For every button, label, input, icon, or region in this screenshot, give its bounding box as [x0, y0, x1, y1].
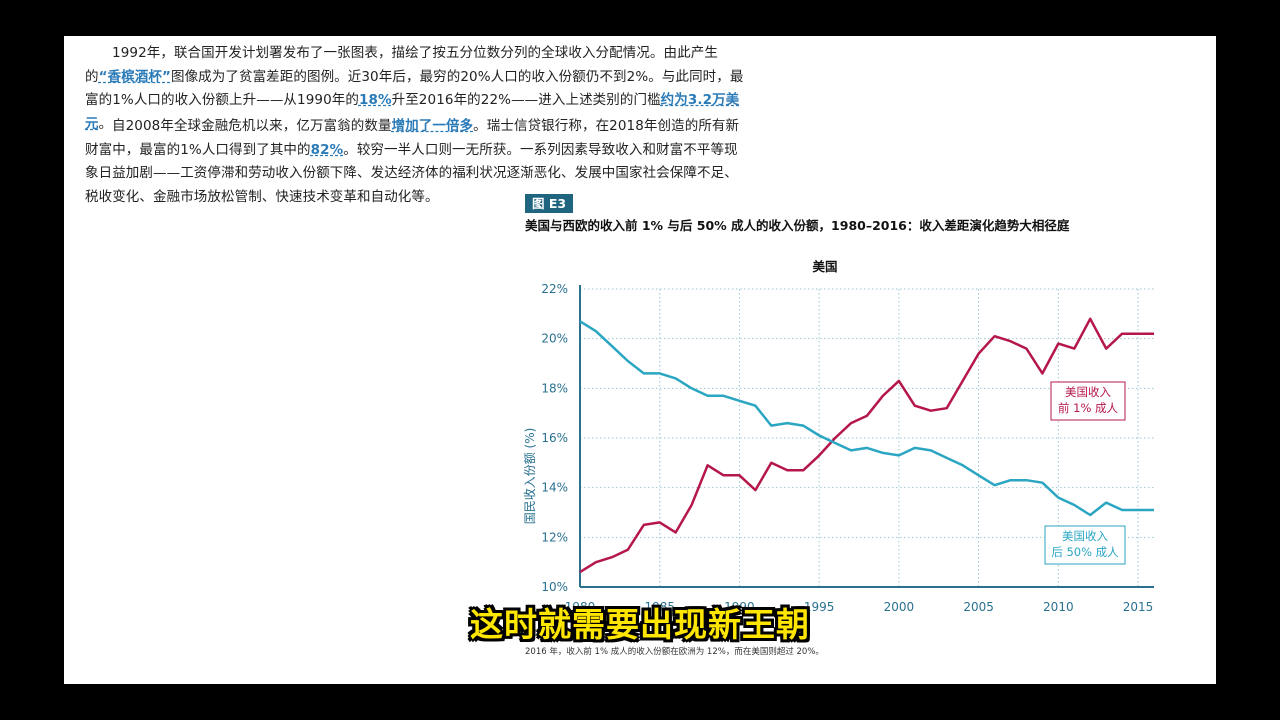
- link-18-percent[interactable]: 18%: [358, 92, 392, 108]
- paragraph-text: 。: [98, 115, 113, 132]
- chart-series: [579, 317, 1154, 574]
- x-tick-label: 1995: [804, 600, 835, 614]
- x-tick-label: 1980: [565, 600, 596, 614]
- link-threshold[interactable]: 约为3.2万美元: [85, 92, 740, 132]
- series-label-text: 前 1% 成人: [1058, 401, 1119, 415]
- link-champagne-glass[interactable]: “香槟酒杯”: [98, 68, 171, 85]
- paragraph-text: 升至2016年的22%——进入上述类别的门槛: [391, 92, 661, 108]
- link-82-percent[interactable]: 82%: [310, 141, 344, 158]
- video-subtitle: 这时就需要出现新王朝: [470, 605, 810, 644]
- y-tick-label: 22%: [541, 282, 568, 296]
- figure-source-note: r2018.wid.world): [525, 629, 597, 639]
- x-tick-label: 2015: [1123, 600, 1154, 614]
- y-tick-label: 10%: [541, 580, 568, 594]
- y-axis-label: 国民收入份额 (%): [523, 428, 537, 525]
- y-tick-label: 14%: [541, 481, 568, 495]
- series-line-bottom50: [579, 320, 1154, 517]
- series-line-top1: [579, 317, 1154, 574]
- series-label-text: 美国收入: [1065, 385, 1111, 399]
- x-tick-label: 2010: [1043, 600, 1074, 614]
- figure-title: 美国与西欧的收入前 1% 与后 50% 成人的收入份额，1980–2016：收入…: [525, 218, 1070, 233]
- x-tick-label: 1985: [644, 600, 675, 614]
- figure-tag: 图 E3: [525, 194, 574, 213]
- document-page: 1992年，联合国开发计划署发布了一张图表，描绘了按五分位数分列的全球收入分配情…: [64, 36, 1216, 684]
- paragraph-text: 图像成为了贫富差距的图例。近30年后，最穷的20%人口的收入份额仍不到2%。与此…: [85, 68, 744, 109]
- x-tick-label: 2000: [884, 600, 915, 614]
- x-tick-label: 2005: [963, 600, 994, 614]
- line-chart: 美国 国民收入份额 (%) 10%12%14%16%18%20%22%1980 1…: [523, 259, 1154, 614]
- series-label-box: [1044, 525, 1126, 565]
- paragraph-text: 。较穷一半人口则一无所获。一系列因素导致收入和财富不平等现象日益加剧——工资停滞…: [85, 141, 738, 205]
- paragraph-text: 自2008年全球金融危机以来，亿万富翁的数量: [112, 118, 392, 134]
- figure-caption-note: 2016 年，收入前 1% 成人的收入份额在欧洲为 12%，而在美国则超过 20…: [525, 647, 824, 657]
- chart-axes: 10% 12% 14% 16% 18% 20% 22% 1980 1985 1990 1995 200…: [541, 282, 1154, 614]
- paragraph-text: 1992年，联合国开发计划署发布了一张图表，描绘了按五分位数分列的全球收入分配情…: [85, 45, 718, 85]
- y-tick-label: 20%: [541, 332, 568, 346]
- y-tick-label: 12%: [541, 530, 568, 544]
- chart-title: 美国: [812, 259, 837, 274]
- x-tick-label: 1990: [724, 600, 755, 614]
- link-billionaires-doubled[interactable]: 增加了一倍多: [391, 118, 474, 134]
- paragraph-2: 自2008年全球金融危机以来，亿万富翁的数量增加了一倍多。瑞士信贷银行称，在20…: [85, 115, 745, 209]
- series-label-text: 美国收入: [1062, 529, 1108, 543]
- y-tick-label: 16%: [541, 431, 568, 445]
- paragraph-1: 1992年，联合国开发计划署发布了一张图表，描绘了按五分位数分列的全球收入分配情…: [85, 42, 745, 136]
- y-tick-label: 18%: [541, 381, 568, 395]
- series-label-box: [1050, 381, 1126, 421]
- series-label-text: 后 50% 成人: [1051, 545, 1119, 559]
- paragraph-text: 。瑞士信贷银行称，在2018年创造的所有新财富中，最富的1%人口得到了其中的: [85, 118, 740, 158]
